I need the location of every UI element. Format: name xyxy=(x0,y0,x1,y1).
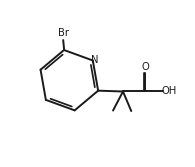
Text: N: N xyxy=(91,55,99,65)
Text: Br: Br xyxy=(58,28,69,38)
Text: OH: OH xyxy=(162,87,177,97)
Text: O: O xyxy=(141,62,149,72)
